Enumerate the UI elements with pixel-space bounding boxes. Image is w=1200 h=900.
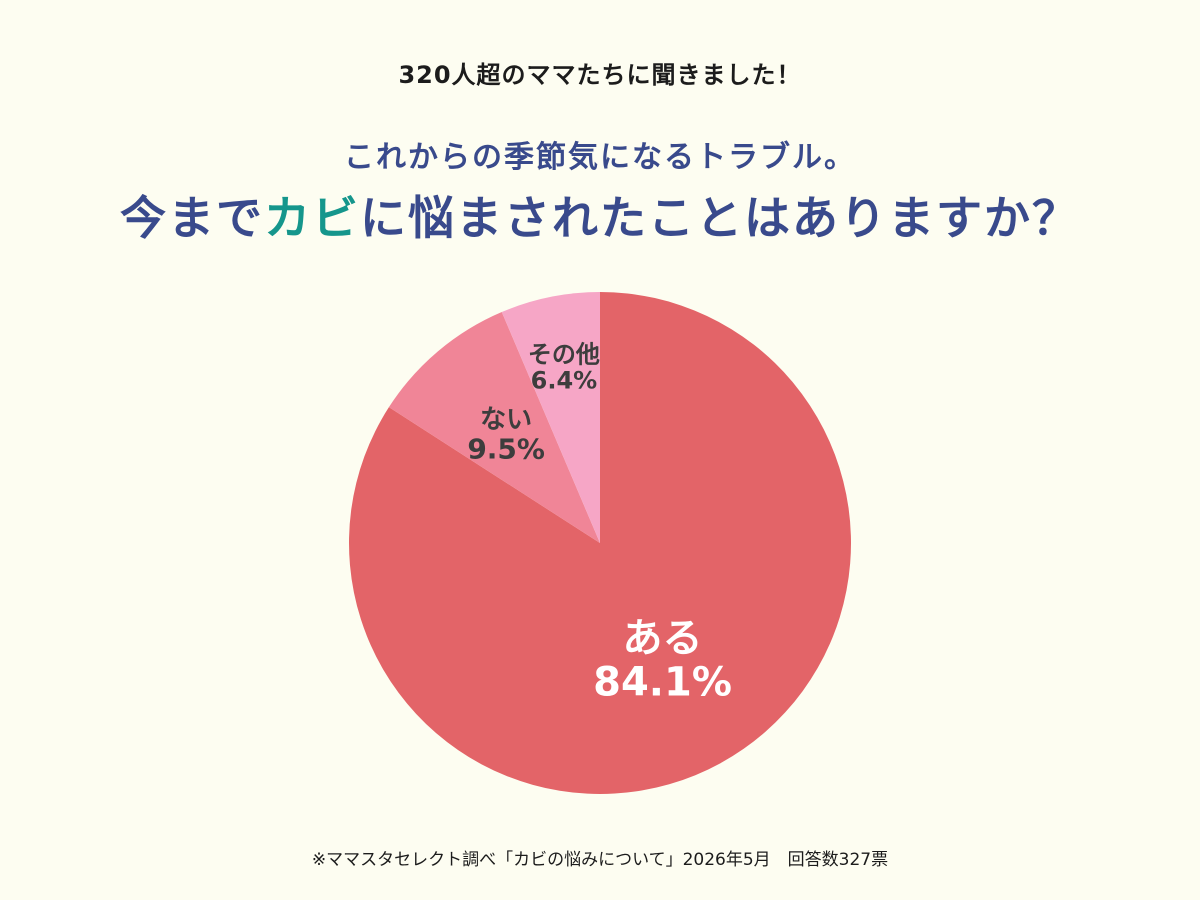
title-part2: に悩まされたことはありますか？ bbox=[360, 191, 1080, 245]
title-part1: 今まで bbox=[120, 191, 264, 245]
slice-label-nai: ない bbox=[480, 405, 532, 435]
pie-slice-sonota bbox=[501, 292, 600, 543]
slice-label-sonota: その他 bbox=[528, 340, 600, 368]
slice-value-nai: 9.5% bbox=[467, 432, 545, 465]
title-highlight: カビ bbox=[264, 191, 360, 245]
source-footnote: ※ママスタセレクト調べ「カビの悩みについて」2026年5月 回答数327票 bbox=[311, 850, 889, 870]
slice-value-sonota: 6.4% bbox=[531, 367, 598, 395]
survey-kicker: 320人超のママたちに聞きました！ bbox=[398, 61, 802, 89]
chart-subtitle: これからの季節気になるトラブル。 bbox=[344, 140, 856, 175]
chart-title: 今までカビに悩まされたことはありますか？ bbox=[0, 182, 1200, 248]
pie-slice-nai bbox=[388, 312, 600, 543]
slice-label-aru: ある bbox=[623, 616, 703, 662]
slice-value-aru: 84.1% bbox=[593, 660, 732, 706]
